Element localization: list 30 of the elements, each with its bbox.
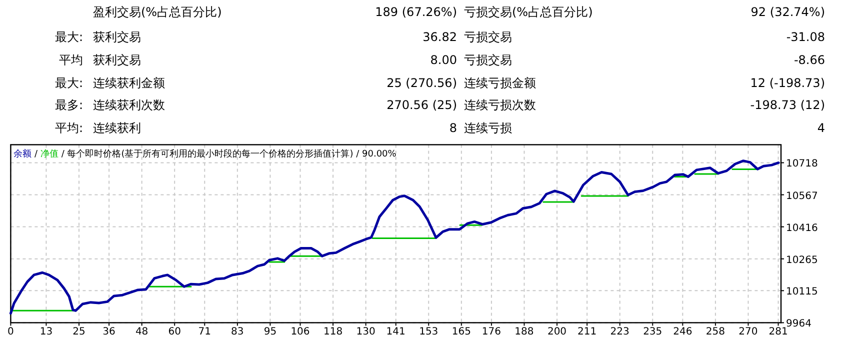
annotation: 亏损交易(%占总百分比) [464,5,593,19]
annotation: 189 (67.26%) [375,5,457,19]
header: 余额 / 净值 / 每个即时价格(基于所有可利用的最小时段的每一个价格的分形插值计算) / 90.00% [14,150,396,160]
annotation: 92 (32.74%) [750,5,825,19]
annotation: 盈利交易(%占总百分比) [93,5,222,19]
annotation: 连续亏损金额 [464,76,536,90]
annotation: 获利交易 [93,30,141,44]
annotation: 8 [449,121,457,135]
annotation: 最大: [54,30,83,44]
annotation: 连续亏损次数 [464,98,536,112]
annotation: 平均: [54,121,83,135]
annotation: 获利交易 [93,53,141,67]
annotation: 连续获利 [93,121,141,135]
annotation: 亏损交易 [464,30,512,44]
annotation: 12 (-198.73) [750,76,825,90]
annotation: 连续获利金额 [93,76,165,90]
annotation: 平均 [59,53,83,67]
annotation: 亏损交易 [464,53,512,67]
annotation: -31.08 [786,30,825,44]
annotation: -8.66 [794,53,825,67]
annotation: 4 [817,121,825,135]
annotation: 36.82 [422,30,457,44]
annotation: 8.00 [430,53,457,67]
annotation: 最大: [54,76,83,90]
annotation: 连续亏损 [464,121,512,135]
annotation: 连续获利次数 [93,98,165,112]
annotation: 最多: [54,98,83,112]
annotation: -198.73 (12) [750,98,825,112]
annotation: 270.56 (25) [386,98,457,112]
annotation: 25 (270.56) [386,76,457,90]
